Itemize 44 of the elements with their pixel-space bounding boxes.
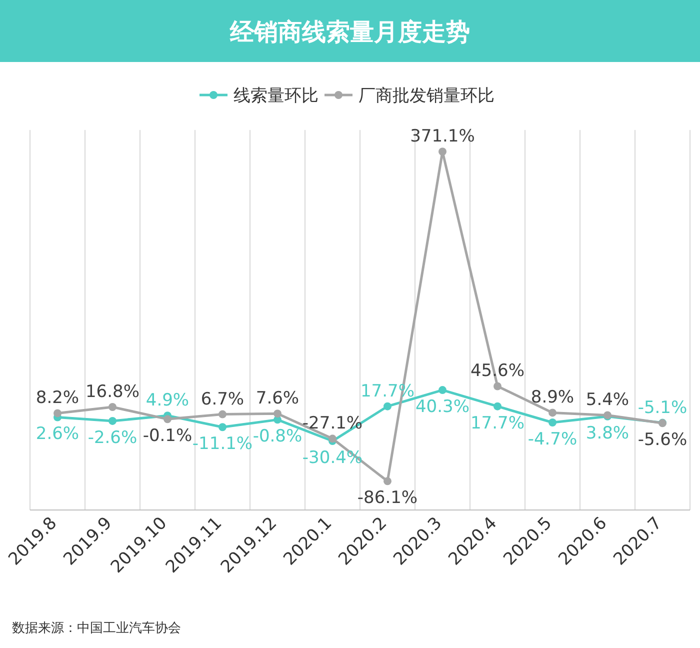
point xyxy=(494,402,502,410)
data-label: 4.9% xyxy=(146,390,190,411)
point xyxy=(438,386,446,394)
point xyxy=(108,416,116,425)
point xyxy=(494,382,502,390)
data-label: 40.3% xyxy=(415,397,470,418)
data-label: -0.1% xyxy=(142,426,192,446)
data-label: 371.1% xyxy=(410,126,475,147)
point xyxy=(328,434,336,443)
data-label: 8.9% xyxy=(530,388,574,408)
data-label: -5.6% xyxy=(638,430,688,450)
data-label: -4.7% xyxy=(528,429,578,450)
data-label: -27.1% xyxy=(302,414,363,434)
point xyxy=(274,410,282,418)
point xyxy=(108,403,116,411)
data-label: 5.4% xyxy=(586,390,630,410)
data-label: -0.8% xyxy=(252,426,302,447)
data-label: -86.1% xyxy=(357,488,418,508)
data-label: 8.2% xyxy=(36,388,80,408)
point xyxy=(548,418,556,426)
point xyxy=(548,408,556,417)
data-label: -2.6% xyxy=(88,428,138,448)
data-label: 45.6% xyxy=(470,361,525,382)
data-label: 17.7% xyxy=(470,413,525,434)
data-label: 2.6% xyxy=(36,424,80,444)
point xyxy=(384,402,392,410)
point xyxy=(218,423,226,432)
data-label: -30.4% xyxy=(302,448,363,468)
data-label: 16.8% xyxy=(85,382,140,402)
point xyxy=(438,148,446,156)
data-label: 7.6% xyxy=(256,388,300,409)
legend-label: 厂商批发销量环比 xyxy=(358,86,494,106)
data-label: 17.7% xyxy=(360,381,415,402)
chart-title: 经销商线索量月度走势 xyxy=(229,18,470,46)
source-note: 数据来源：中国工业汽车协会 xyxy=(12,621,181,636)
data-label: 3.8% xyxy=(586,423,630,444)
point xyxy=(218,410,226,418)
data-label: -5.1% xyxy=(638,398,688,418)
legend-label: 线索量环比 xyxy=(234,86,318,106)
data-label: 6.7% xyxy=(200,389,244,410)
point xyxy=(164,415,172,424)
data-label: -11.1% xyxy=(192,434,253,454)
point xyxy=(54,409,62,418)
point xyxy=(384,477,392,486)
